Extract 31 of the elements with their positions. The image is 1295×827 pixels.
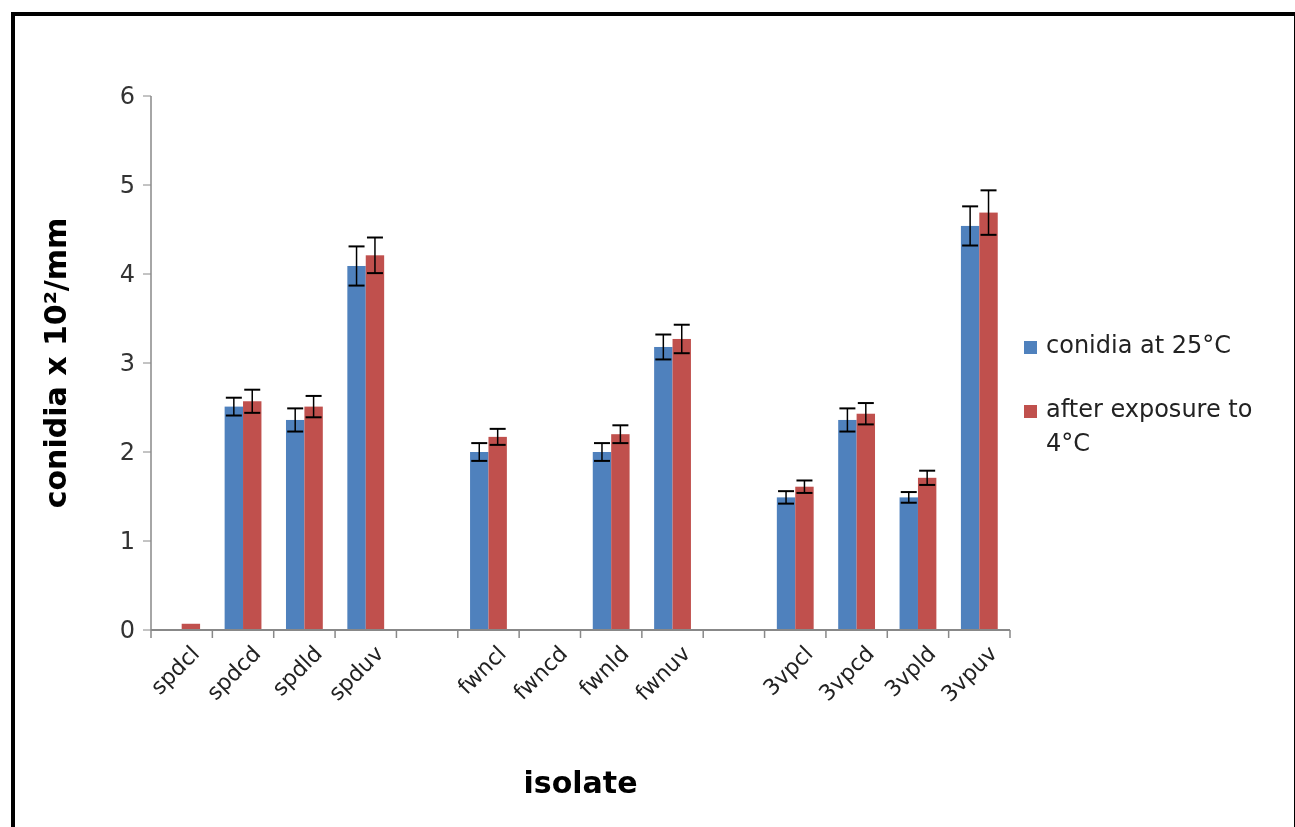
bar [654,346,673,630]
y-tick-label: 6 [119,82,135,111]
bar [672,338,691,630]
x-axis-title: isolate [523,765,638,800]
y-axis-title: conidia x 10²/mm [38,217,73,509]
legend-label: conidia at 25°C [1046,331,1232,359]
y-tick-label: 1 [119,527,135,556]
bar [347,265,366,630]
bar [856,413,876,630]
bar [304,406,323,630]
bar [365,255,385,630]
bar [488,436,507,630]
y-tick-label: 2 [119,438,135,467]
bar [470,452,489,630]
bar [285,419,305,630]
bar [899,497,918,630]
bar [224,406,244,630]
bar [592,452,612,630]
y-tick-label: 3 [119,349,135,378]
bar [960,225,980,630]
bar [979,212,998,630]
y-tick-label: 5 [119,171,135,200]
legend-label: after exposure to 4°C [1046,395,1253,457]
bar [917,477,937,630]
y-tick-label: 0 [119,616,135,645]
bar [776,497,796,630]
bar [611,434,630,630]
y-tick-label: 4 [119,260,135,289]
bar [243,401,262,630]
bar [795,486,814,630]
bar [838,419,857,630]
